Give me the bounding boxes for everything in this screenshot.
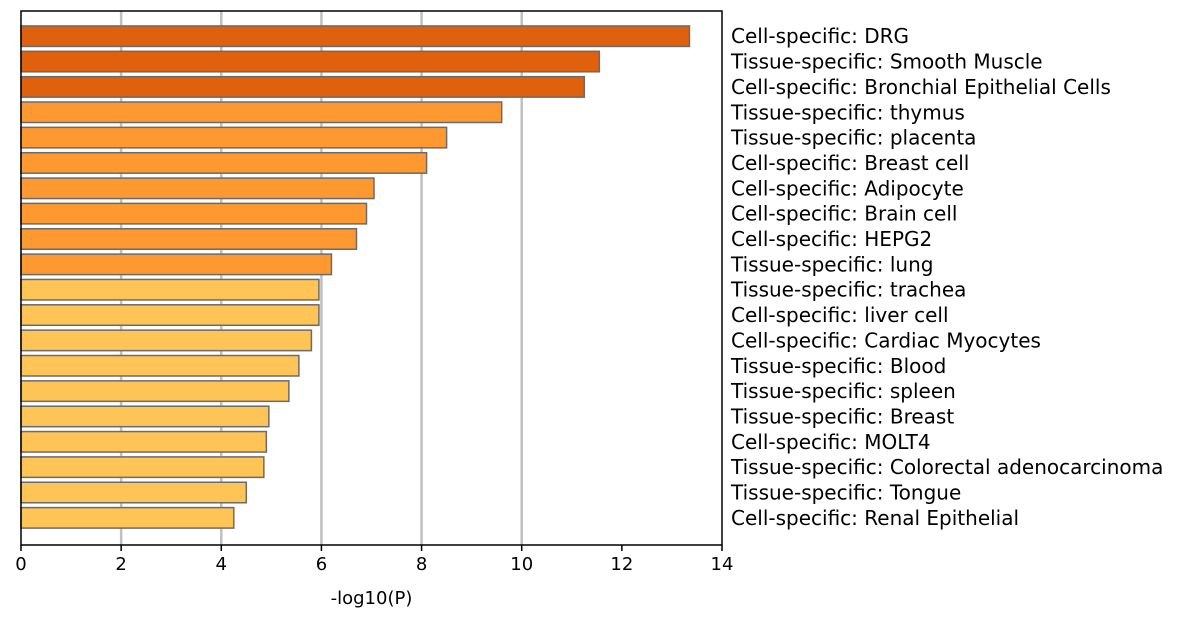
bar <box>20 304 320 327</box>
x-tick-label: 0 <box>15 554 26 575</box>
x-tick-label: 4 <box>216 554 227 575</box>
category-label: Cell-specific: HEPG2 <box>731 227 932 251</box>
bar <box>20 329 313 352</box>
bar <box>20 75 586 98</box>
category-label: Cell-specific: DRG <box>731 24 909 48</box>
bar <box>20 354 300 377</box>
x-tick-label: 6 <box>316 554 327 575</box>
x-tick-label: 8 <box>416 554 427 575</box>
axes-frame <box>20 10 723 546</box>
x-tick-label: 10 <box>510 554 533 575</box>
bar <box>20 380 290 403</box>
bar <box>20 202 368 225</box>
bar <box>20 253 333 276</box>
category-label: Tissue-specific: spleen <box>730 379 956 403</box>
category-label: Cell-specific: Breast cell <box>731 151 969 175</box>
bar <box>20 456 265 479</box>
category-label: Cell-specific: Bronchial Epithelial Cell… <box>731 75 1111 99</box>
category-label: Tissue-specific: Breast <box>730 404 954 428</box>
bar <box>20 405 270 428</box>
bar <box>20 25 691 48</box>
x-tick-label: 14 <box>711 554 734 575</box>
bar <box>20 50 601 73</box>
category-label: Tissue-specific: Smooth Muscle <box>730 50 1043 74</box>
category-label: Tissue-specific: thymus <box>730 100 965 124</box>
bar <box>20 101 503 124</box>
category-label: Tissue-specific: lung <box>730 252 933 276</box>
category-label: Cell-specific: Adipocyte <box>731 176 964 200</box>
category-label: Tissue-specific: Colorectal adenocarcino… <box>730 455 1163 479</box>
category-label: Cell-specific: liver cell <box>731 303 949 327</box>
bar <box>20 506 235 529</box>
category-label: Tissue-specific: Blood <box>730 354 946 378</box>
bars <box>20 25 691 529</box>
bar <box>20 278 320 301</box>
category-label: Cell-specific: Cardiac Myocytes <box>731 328 1041 352</box>
category-label: Cell-specific: Brain cell <box>731 202 957 226</box>
bar <box>20 177 375 200</box>
x-tick-label: 12 <box>610 554 633 575</box>
bar <box>20 481 248 504</box>
bar <box>20 430 268 453</box>
axes <box>20 10 723 546</box>
x-tick-label: 2 <box>115 554 126 575</box>
gridlines <box>119 11 523 545</box>
x-axis-label: -log10(P) <box>331 588 413 609</box>
category-label: Tissue-specific: Tongue <box>730 481 961 505</box>
x-ticks: 0 2 4 6 8 10 12 14 <box>15 545 733 575</box>
bar <box>20 126 448 149</box>
category-label: Tissue-specific: placenta <box>730 126 976 150</box>
bar <box>20 228 358 250</box>
category-label: Cell-specific: Renal Epithelial <box>731 506 1019 530</box>
category-label: Tissue-specific: trachea <box>730 278 966 302</box>
category-label: Cell-specific: MOLT4 <box>731 430 931 454</box>
bar <box>20 151 428 174</box>
